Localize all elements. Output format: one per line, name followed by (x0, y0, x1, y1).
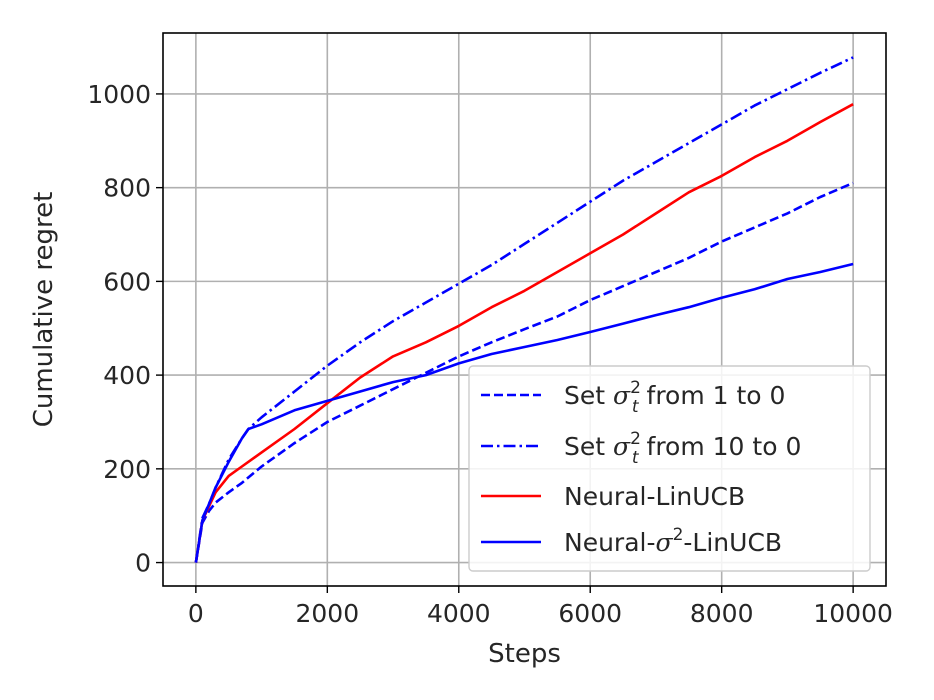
x-tick-label: 4000 (427, 599, 491, 628)
y-axis-label: Cumulative regret (29, 192, 59, 428)
series-line-1 (194, 181, 854, 563)
legend-label: Neural-σ2-LinUCB (564, 525, 782, 557)
y-tick-label: 800 (103, 174, 151, 203)
y-axis-ticks: 0 200 400 600 800 1000 (87, 80, 163, 578)
x-tick-label: 8000 (690, 599, 754, 628)
x-tick-label: 10000 (813, 599, 893, 628)
series-line-3 (194, 103, 854, 563)
x-axis-ticks: 0 2000 4000 6000 8000 10000 (188, 586, 893, 628)
legend-label: Set σ2 t from 10 to 0 (564, 429, 801, 468)
y-tick-label: 600 (103, 267, 151, 296)
x-tick-label: 2000 (296, 599, 360, 628)
y-tick-label: 0 (135, 549, 151, 578)
legend: Set σ2 t from 1 to 0 Set σ2 t from 10 to 0 N… (468, 365, 871, 572)
series-line-4 (194, 262, 854, 563)
legend-label: Set σ2 t from 1 to 0 (564, 378, 785, 417)
y-tick-label: 1000 (87, 80, 151, 109)
legend-label: Neural-LinUCB (564, 482, 745, 511)
x-tick-label: 0 (188, 599, 204, 628)
x-tick-label: 6000 (558, 599, 622, 628)
y-tick-label: 200 (103, 455, 151, 484)
legend-box (468, 365, 871, 572)
y-tick-label: 400 (103, 361, 151, 390)
plot-frame (162, 32, 887, 587)
x-axis-label: Steps (488, 639, 561, 669)
plot-series (194, 56, 854, 563)
